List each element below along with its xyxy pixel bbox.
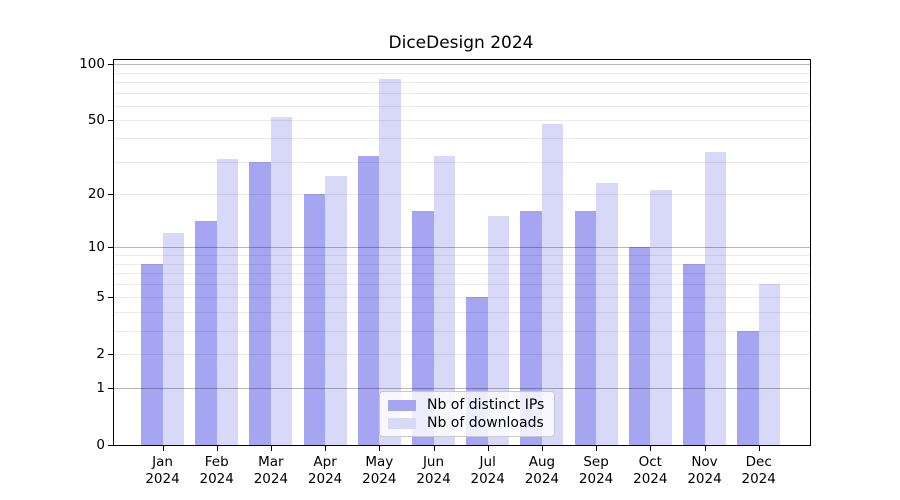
minor-gridline-60 (114, 105, 810, 107)
bar-nb-of-distinct-ips-mar-2024 (249, 161, 271, 445)
y-tick-label-100: 100 (79, 56, 105, 72)
legend-label-distinct-ips: Nb of distinct IPs (427, 397, 545, 413)
y-tick-label-5: 5 (96, 289, 105, 305)
minor-gridline-70 (114, 93, 810, 95)
x-tick-label-apr-2024: Apr 2024 (307, 454, 343, 487)
x-tick-label-oct-2024: Oct 2024 (633, 454, 668, 487)
legend-swatch-distinct-ips (388, 399, 416, 411)
x-tick-aug-2024 (541, 446, 543, 451)
y-tick-100 (108, 64, 113, 65)
bar-nb-of-distinct-ips-sep-2024 (574, 211, 597, 445)
bar-nb-of-distinct-ips-jan-2024 (141, 263, 163, 445)
minor-gridline-50 (114, 120, 810, 122)
y-tick-5 (108, 297, 113, 298)
bar-nb-of-distinct-ips-feb-2024 (195, 221, 217, 445)
x-tick-oct-2024 (650, 446, 652, 451)
y-tick-label-50: 50 (87, 112, 105, 128)
plot-area (113, 59, 811, 446)
x-tick-label-aug-2024: Aug 2024 (524, 454, 560, 487)
x-tick-nov-2024 (704, 446, 706, 451)
legend-label-downloads: Nb of downloads (427, 415, 544, 431)
bar-nb-of-distinct-ips-aug-2024 (520, 211, 542, 445)
x-tick-jan-2024 (162, 446, 164, 451)
y-tick-2 (108, 354, 113, 355)
bar-nb-of-distinct-ips-nov-2024 (683, 263, 705, 445)
bar-nb-of-distinct-ips-may-2024 (357, 156, 380, 445)
bar-nb-of-downloads-nov-2024 (704, 151, 726, 445)
x-tick-sep-2024 (596, 446, 598, 451)
legend-item-distinct-ips: Nb of distinct IPs (388, 396, 544, 414)
y-tick-label-2: 2 (96, 346, 105, 362)
x-tick-label-jan-2024: Jan 2024 (145, 454, 180, 487)
minor-gridline-40 (114, 138, 810, 140)
y-tick-1 (108, 388, 113, 389)
y-tick-20 (108, 194, 113, 195)
x-tick-dec-2024 (758, 446, 760, 451)
x-tick-label-feb-2024: Feb 2024 (199, 454, 234, 487)
bar-nb-of-downloads-jul-2024 (487, 216, 510, 445)
y-tick-50 (108, 120, 113, 121)
x-tick-feb-2024 (216, 446, 218, 451)
x-tick-apr-2024 (325, 446, 327, 451)
y-tick-label-20: 20 (87, 186, 105, 202)
x-tick-label-dec-2024: Dec 2024 (741, 454, 776, 487)
x-tick-label-sep-2024: Sep 2024 (578, 454, 614, 487)
x-tick-label-jun-2024: Jun 2024 (416, 454, 451, 487)
x-tick-label-mar-2024: Mar 2024 (253, 454, 289, 487)
bar-nb-of-downloads-jan-2024 (162, 233, 184, 445)
bar-nb-of-downloads-sep-2024 (596, 182, 618, 445)
x-tick-may-2024 (379, 446, 381, 451)
bar-nb-of-downloads-apr-2024 (325, 176, 347, 445)
bar-nb-of-downloads-may-2024 (379, 79, 401, 445)
bar-nb-of-distinct-ips-oct-2024 (628, 247, 651, 445)
x-tick-label-may-2024: May 2024 (362, 454, 397, 487)
x-tick-mar-2024 (270, 446, 272, 451)
legend-swatch-downloads (388, 417, 416, 429)
x-tick-label-jul-2024: Jul 2024 (470, 454, 505, 487)
y-tick-label-0: 0 (96, 437, 105, 453)
x-tick-label-nov-2024: Nov 2024 (687, 454, 722, 487)
x-tick-jul-2024 (487, 446, 489, 451)
bar-nb-of-distinct-ips-dec-2024 (737, 330, 759, 445)
bar-nb-of-distinct-ips-jun-2024 (412, 211, 434, 445)
x-tick-jun-2024 (433, 446, 435, 451)
y-tick-label-10: 10 (87, 239, 105, 255)
bar-nb-of-distinct-ips-apr-2024 (303, 193, 326, 445)
bar-nb-of-downloads-feb-2024 (216, 158, 239, 445)
y-tick-label-1: 1 (96, 380, 105, 396)
bar-nb-of-downloads-mar-2024 (270, 117, 293, 445)
minor-gridline-80 (114, 82, 810, 84)
minor-gridline-90 (114, 72, 810, 74)
legend: Nb of distinct IPs Nb of downloads (379, 391, 556, 437)
major-gridline-100 (114, 64, 810, 65)
y-tick-10 (108, 247, 113, 248)
chart-title: DiceDesign 2024 (388, 33, 534, 53)
bar-nb-of-downloads-dec-2024 (758, 284, 781, 445)
legend-item-downloads: Nb of downloads (388, 414, 544, 432)
bar-nb-of-downloads-aug-2024 (541, 123, 564, 445)
bar-nb-of-downloads-jun-2024 (433, 156, 455, 445)
bar-nb-of-downloads-oct-2024 (650, 189, 672, 445)
y-tick-0 (108, 445, 113, 446)
